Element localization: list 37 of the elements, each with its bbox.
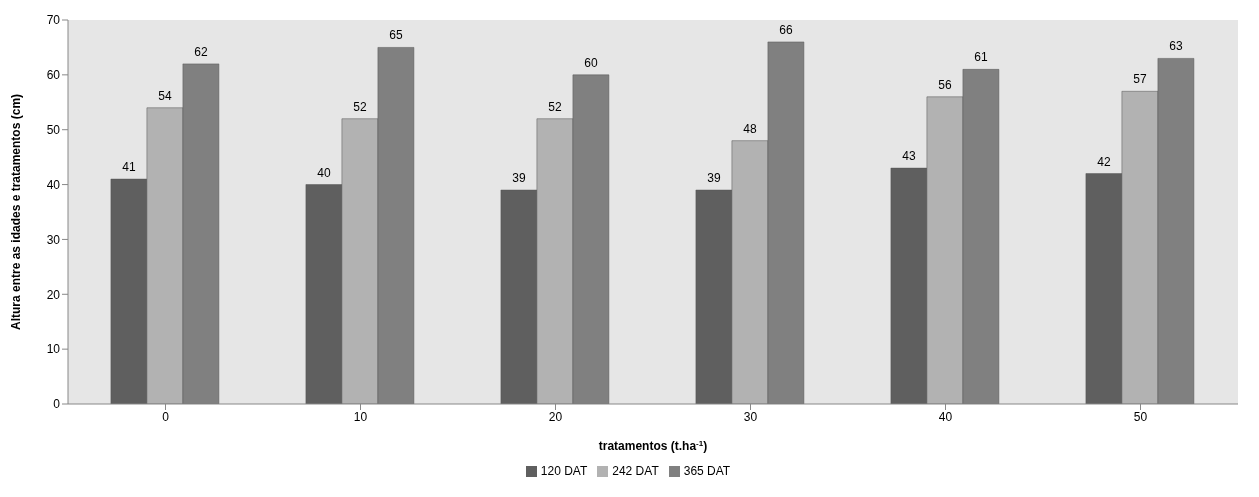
y-tick-label: 50 — [46, 122, 61, 137]
x-tick-label: 50 — [1133, 409, 1148, 424]
data-label: 65 — [389, 28, 403, 43]
data-label: 66 — [779, 22, 793, 37]
y-tick-label: 0 — [53, 397, 61, 412]
x-tick-label: 30 — [743, 409, 758, 424]
x-tick-label: 20 — [548, 409, 563, 424]
data-label: 41 — [122, 160, 136, 175]
data-label: 60 — [584, 55, 598, 70]
data-label: 39 — [707, 171, 721, 186]
data-label: 52 — [548, 99, 562, 114]
y-tick-label: 20 — [46, 287, 61, 302]
legend-label: 242 DAT — [612, 464, 659, 478]
legend-label: 120 DAT — [540, 464, 588, 478]
legend-label: 365 DAT — [683, 464, 731, 478]
data-label: 39 — [512, 171, 526, 186]
data-label: 61 — [974, 50, 988, 65]
data-label: 48 — [743, 121, 757, 136]
y-axis-title: Altura entre as idades e tratamentos (cm) — [9, 93, 24, 331]
x-axis-title: tratamentos (t.ha$^{-1}$) — [598, 438, 708, 453]
y-tick-label: 60 — [46, 68, 61, 83]
y-tick-label: 40 — [46, 177, 61, 192]
data-label: 54 — [158, 88, 172, 103]
y-tick-label: 70 — [46, 13, 61, 28]
data-label: 52 — [353, 99, 367, 114]
x-tick-label: 10 — [353, 409, 368, 424]
data-label: 62 — [194, 44, 208, 59]
data-label: 42 — [1097, 154, 1111, 169]
data-label: 63 — [1169, 39, 1183, 54]
data-label: 57 — [1133, 72, 1147, 87]
data-label: 40 — [317, 165, 331, 180]
y-tick-label: 10 — [46, 342, 61, 357]
data-label: 56 — [938, 77, 952, 92]
x-tick-label: 0 — [162, 409, 170, 424]
x-tick-label: 40 — [938, 409, 953, 424]
y-tick-label: 30 — [46, 232, 61, 247]
data-label: 43 — [902, 149, 916, 164]
